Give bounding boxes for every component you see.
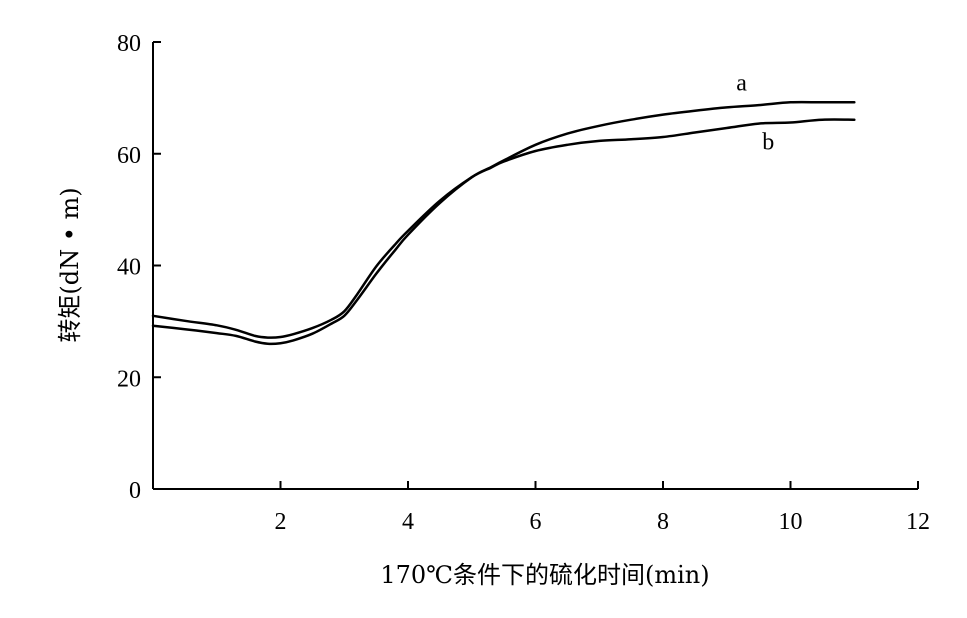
x-tick-label: 12 xyxy=(906,509,930,535)
x-tick-label: 2 xyxy=(275,509,287,535)
series-label-b: b xyxy=(762,130,774,156)
y-tick-label: 60 xyxy=(117,143,141,169)
series-line-b xyxy=(151,118,856,339)
y-tick-label: 0 xyxy=(129,478,141,504)
y-tick-label: 20 xyxy=(117,366,141,392)
series-label-a: a xyxy=(736,70,747,96)
x-tick-label: 8 xyxy=(657,509,669,535)
y-tick-label: 80 xyxy=(117,31,141,57)
x-tick-label: 10 xyxy=(779,509,803,535)
x-tick-label: 4 xyxy=(402,509,414,535)
y-axis-title: 转矩(dN • m) xyxy=(56,187,84,342)
labels-layer: 2 4 6 8 10 12 0 20 40 60 80 a b xyxy=(117,31,930,535)
series-line-a xyxy=(151,100,856,346)
y-tick-label: 40 xyxy=(117,255,141,281)
x-axis-title: 170℃条件下的硫化时间(min) xyxy=(380,561,709,589)
ticks-layer xyxy=(153,41,919,490)
series-layer xyxy=(151,100,856,346)
x-tick-label: 6 xyxy=(530,509,542,535)
